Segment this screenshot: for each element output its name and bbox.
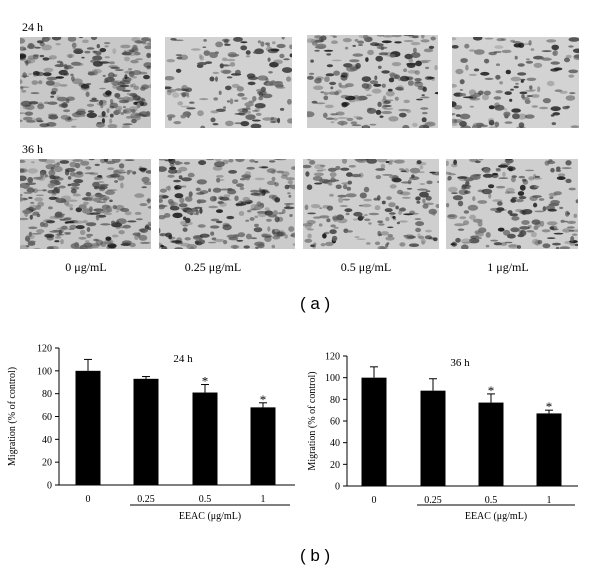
y-tick-label: 20 [330, 460, 340, 471]
x-tick-label: 0.5 [199, 494, 212, 505]
concentration-label-0-5: 0.5 μg/mL [340, 260, 392, 274]
panel-label-a: ( a ) [300, 294, 331, 313]
y-axis-label: Migration (% of control) [7, 367, 18, 466]
x-tick-label: 1 [261, 494, 266, 505]
significance-marker: * [546, 399, 553, 414]
micrograph-36h-3 [446, 159, 578, 249]
x-axis-label: EEAC (μg/mL) [465, 511, 527, 522]
y-tick-label: 60 [330, 417, 340, 428]
bar-1 [250, 407, 276, 485]
concentration-label-0: 0 μg/mL [65, 260, 107, 274]
bar-0.5 [192, 392, 218, 485]
bar-1 [536, 413, 562, 486]
concentration-label-0-25: 0.25 μg/mL [184, 260, 242, 274]
x-tick-label: 0.25 [424, 495, 442, 506]
micrograph-24h-0 [20, 37, 151, 128]
significance-marker: * [488, 383, 495, 398]
bar-0 [75, 370, 101, 485]
bar-0.25 [420, 390, 446, 486]
significance-marker: * [260, 392, 267, 407]
bar-0 [361, 377, 387, 486]
bar-0.5 [478, 402, 504, 486]
x-axis-label: EEAC (μg/mL) [179, 511, 241, 522]
time-label-36h: 36 h [22, 142, 43, 156]
concentration-label-1: 1 μg/mL [487, 260, 529, 274]
significance-marker: * [202, 374, 209, 389]
micrograph-36h-0 [20, 159, 151, 249]
chart-title: 36 h [450, 357, 470, 369]
x-tick-label: 0.25 [137, 494, 155, 505]
y-tick-label: 40 [42, 435, 52, 446]
y-tick-label: 100 [37, 366, 52, 377]
x-tick-label: 1 [547, 495, 552, 506]
y-tick-label: 60 [42, 412, 52, 423]
x-tick-label: 0 [372, 495, 377, 506]
y-tick-label: 20 [42, 458, 52, 469]
y-axis-label: Migration (% of control) [307, 371, 318, 470]
y-tick-label: 120 [37, 344, 52, 355]
x-tick-label: 0.5 [485, 495, 498, 506]
y-tick-label: 0 [47, 481, 52, 492]
y-tick-label: 80 [42, 389, 52, 400]
micrograph-36h-2 [303, 159, 439, 249]
micrograph-24h-2 [307, 35, 438, 128]
micrograph-36h-1 [159, 159, 295, 249]
y-tick-label: 80 [330, 395, 340, 406]
y-tick-label: 40 [330, 438, 340, 449]
bar-0.25 [133, 378, 159, 485]
micrograph-24h-3 [452, 37, 579, 128]
micrograph-24h-1 [165, 37, 292, 128]
chart-title: 24 h [173, 353, 193, 365]
y-tick-label: 0 [335, 482, 340, 493]
panel-label-b: ( b ) [300, 546, 331, 565]
x-tick-label: 0 [86, 494, 91, 505]
y-tick-label: 100 [325, 373, 340, 384]
migration-chart-36h: 0 20 40 60 80 100 120 0 0.25 * 0.5 * 1 36 h Migration … [307, 352, 578, 522]
migration-chart-24h: 0 20 40 60 80 100 120 0 0.25 * 0.5 * 1 24 h Migration … [7, 344, 295, 522]
time-label-24h: 24 h [22, 20, 43, 34]
y-tick-label: 120 [325, 352, 340, 363]
